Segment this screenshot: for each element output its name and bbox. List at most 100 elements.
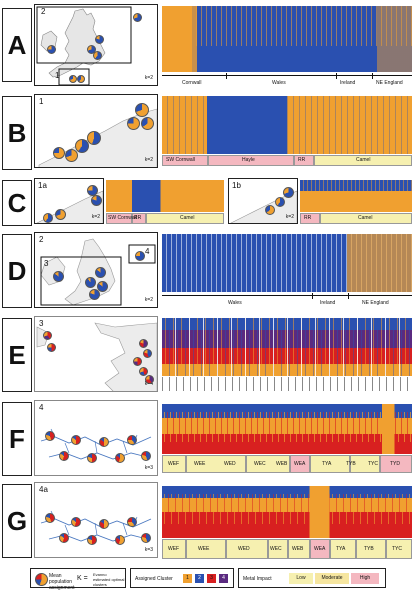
map-label-1b: 1b [232,181,241,190]
pie-marker [87,131,101,145]
cluster-swatch-3: 3 [207,574,216,583]
structure-plot-f [162,404,412,454]
pie-marker [141,451,151,461]
pie-marker [47,45,56,54]
segment-label: SW Cornwall [108,215,137,221]
panel-letter: E [2,318,32,392]
panel-f: F 4 k=3 WEF WEE WED WEC WE [0,398,417,478]
legend-k-symbol: K = [77,575,88,582]
segment-label: RR [298,157,306,163]
metal-level-moderate: Moderate [315,573,349,584]
pie-marker [133,357,142,366]
map-label-3: 3 [44,259,49,268]
segment-label: WEF [168,461,180,467]
legend-cluster-box: Assigned Cluster 1 2 3 4 [130,568,234,588]
segment-label: WEC [270,546,282,552]
segment-low [186,455,246,473]
metal-level-low: Low [289,573,313,584]
region-label: Ireland [340,80,356,86]
segment-label: WED [238,546,250,552]
pie-marker [139,367,148,376]
cluster-swatch-1: 1 [183,574,192,583]
pie-marker [139,339,148,348]
panel-letter: F [2,402,32,476]
segment-label: WEA [294,461,306,467]
legend-pie-box: Mean population assignment K = Evanno es… [30,568,126,591]
map-panel-c1a: 1a k=2 [34,178,104,224]
pie-marker [85,277,96,288]
panel-letter: D [2,234,32,308]
pie-marker [265,205,275,215]
segment-label: TYA [336,546,346,552]
pie-marker [55,209,66,220]
cluster-swatch-2: 2 [195,574,204,583]
pie-marker [127,517,137,527]
segment-label: WEC [254,461,266,467]
segment-low [350,455,380,473]
pie-marker [43,331,52,340]
pie-marker [97,281,108,292]
segment-high [208,155,294,166]
map-label-3: 3 [39,319,44,328]
segment-axis-b: SW Cornwall Hayle RR Camel [162,155,412,171]
map-label-2: 2 [39,235,44,244]
pie-marker [75,139,89,153]
pie-marker [59,533,69,543]
segment-label: TYC [392,546,402,552]
map-panel-f: 4 k=3 [34,400,158,476]
panel-g: G 4a k=3 WEF WEE WED [0,480,417,564]
segment-label: WEF [168,546,180,552]
k-value: k=2 [144,157,153,163]
segment-high [290,455,310,473]
pie-marker [47,343,56,352]
pie-marker [99,519,109,529]
metal-level-high: High [351,573,379,584]
pie-marker [43,213,53,223]
structure-plot-b [162,96,412,154]
pie-marker [77,75,85,83]
segment-label: TYC [368,461,378,467]
pie-marker [143,349,152,358]
pie-marker [71,435,81,445]
region-label: Ireland [320,300,336,306]
panel-b: B 1 k=2 SW Cornwall Hayle RR Camel [0,92,417,174]
segment-label: WEE [194,461,206,467]
segment-label: TYB [364,546,374,552]
pie-marker [95,267,106,278]
pie-marker [69,75,77,83]
pie-marker [93,51,102,60]
segment-label: RR [134,215,142,221]
segment-label: SW Cornwall [166,157,195,163]
pie-marker [133,13,142,22]
region-label: NE England [376,80,403,86]
segment-label: Hayle [242,157,255,163]
legend-k-caption: Evanno estimated optimal clusters [93,572,125,587]
pie-marker [45,513,55,523]
segment-label: WED [224,461,236,467]
segment-label: Camel [356,157,371,163]
region-label: NE England [362,300,389,306]
pie-marker [45,431,55,441]
structure-plot-a [162,6,412,72]
pie-marker [53,147,65,159]
figure-legend: Mean population assignment K = Evanno es… [30,568,386,591]
segment-label: TYA [322,461,332,467]
pie-marker [127,117,140,130]
pie-marker [115,535,125,545]
map-label-4a: 4a [39,485,48,494]
region-label: Cornwall [182,80,202,86]
segment-low [314,155,412,166]
map-label-1: 1 [39,97,44,106]
region-axis-a: Cornwall Wales Ireland NE England [162,73,412,89]
map-panel-a: 2 1 k=2 [34,4,158,86]
pie-marker [283,187,294,198]
segment-label: TYD [390,461,400,467]
pie-marker [145,375,154,384]
panel-c: C 1a k=2 SW Cornwall RR Camel 1b k=2 RR … [0,176,417,228]
segment-high [380,455,412,473]
pie-marker [141,117,154,130]
segment-high [294,155,314,166]
site-tick-axis-e [162,377,412,393]
pie-marker [135,251,145,261]
map-label-1a: 1a [38,181,47,190]
